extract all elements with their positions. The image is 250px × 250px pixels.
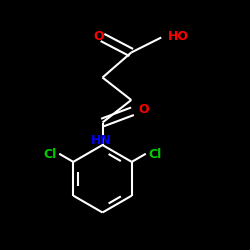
Text: Cl: Cl [44,148,57,162]
Text: HO: HO [168,30,189,43]
Text: O: O [94,30,104,43]
Text: Cl: Cl [148,148,162,162]
Text: HN: HN [91,134,112,146]
Text: O: O [139,103,149,116]
